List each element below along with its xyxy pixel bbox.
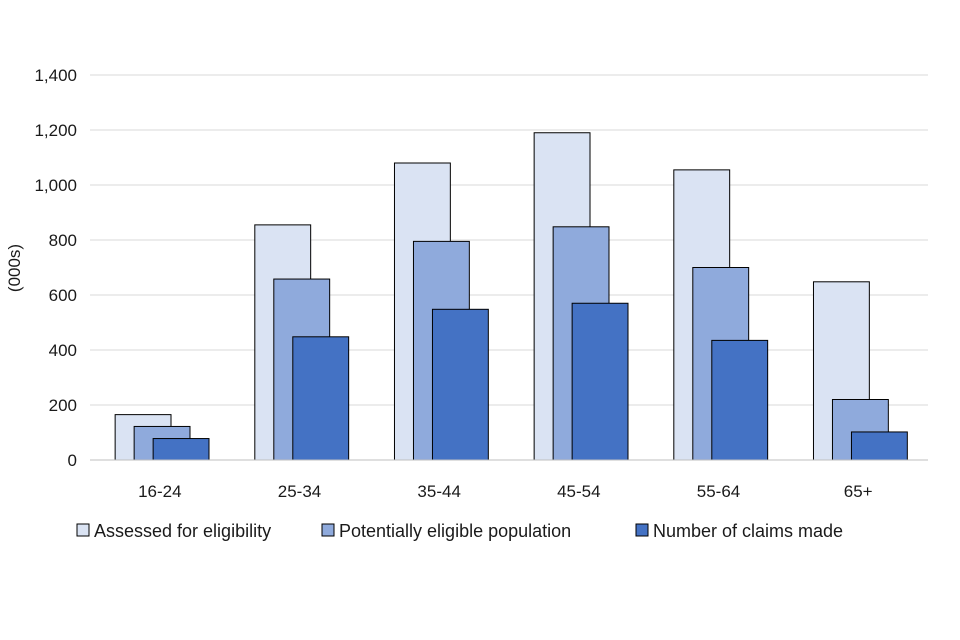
bar-3-35-44 <box>431 308 489 461</box>
legend-swatch-3 <box>635 523 649 537</box>
bar-3-16-24 <box>152 438 210 461</box>
y-tick-label: 800 <box>49 231 77 250</box>
y-tick-label: 1,000 <box>34 176 77 195</box>
legend-label-3: Number of claims made <box>653 521 843 541</box>
axes: 0 200 400 600 800 1,000 1,200 1,400 16-24 25-34 35… <box>34 66 928 501</box>
gridlines <box>90 74 928 406</box>
legend-label-1: Assessed for eligibility <box>94 521 271 541</box>
y-tick-label: 400 <box>49 341 77 360</box>
y-axis-title: (000s) <box>5 244 24 292</box>
x-tick-label: 25-34 <box>278 482 321 501</box>
bar-3-65+ <box>850 431 908 461</box>
y-tick-label: 600 <box>49 286 77 305</box>
legend-label-2: Potentially eligible population <box>339 521 571 541</box>
y-tick-label: 1,400 <box>34 66 77 85</box>
y-tick-label: 1,200 <box>34 121 77 140</box>
bar-3-25-34 <box>292 336 350 461</box>
bar-3-55-64 <box>711 339 769 461</box>
x-tick-label: 65+ <box>844 482 873 501</box>
x-tick-label: 45-54 <box>557 482 600 501</box>
legend-swatch-1 <box>76 523 90 537</box>
bar-3-45-54 <box>571 302 629 461</box>
y-tick-label: 200 <box>49 396 77 415</box>
legend: Assessed for eligibility Potentially elig… <box>76 521 843 541</box>
x-tick-label: 55-64 <box>697 482 740 501</box>
y-tick-label: 0 <box>68 451 77 470</box>
x-tick-label: 16-24 <box>138 482 181 501</box>
x-tick-label: 35-44 <box>417 482 460 501</box>
bars <box>114 132 908 461</box>
legend-swatch-2 <box>321 523 335 537</box>
